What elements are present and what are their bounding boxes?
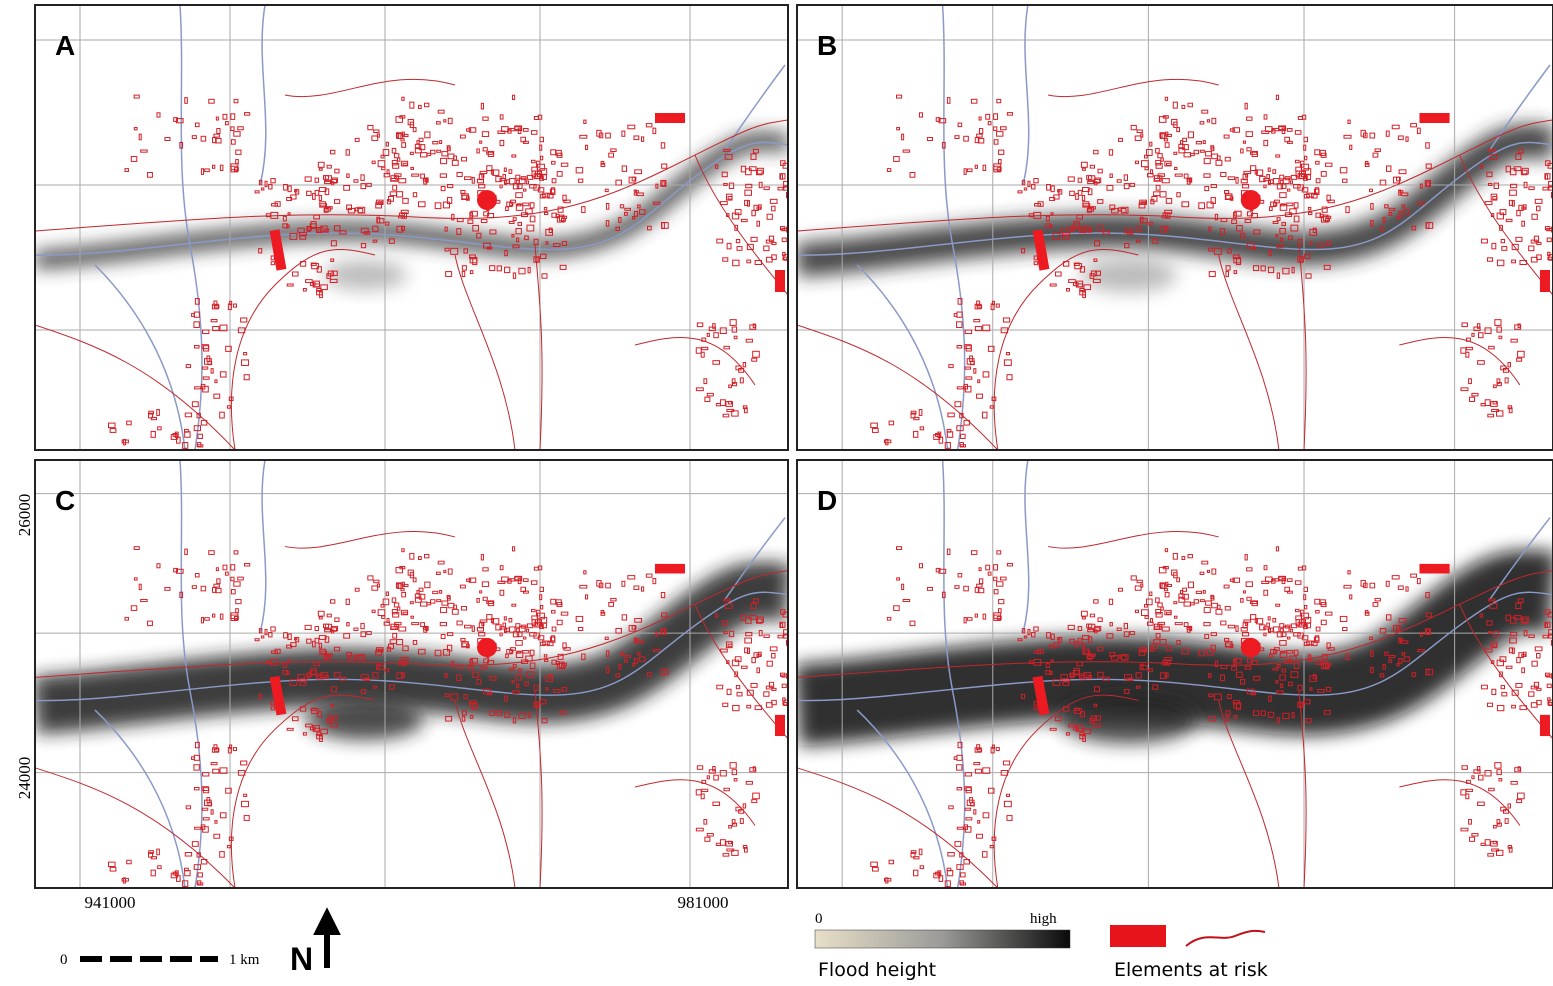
y-coordinate: 24000 xyxy=(15,757,34,800)
large-building xyxy=(1540,270,1550,292)
large-building xyxy=(655,113,685,123)
building xyxy=(791,689,793,691)
building xyxy=(791,243,793,246)
building xyxy=(794,247,796,251)
legend-high: high xyxy=(1030,911,1057,927)
town-centre xyxy=(1241,190,1261,210)
large-building xyxy=(775,715,785,736)
building xyxy=(794,241,797,246)
risk-area-swatch xyxy=(1110,925,1166,947)
map-panel xyxy=(35,5,797,450)
large-building xyxy=(1419,564,1449,574)
figure: ABCD 941000 981000 26000 24000 0 1 km N … xyxy=(0,0,1553,986)
scale-end: 1 km xyxy=(229,952,260,968)
y-coordinate: 26000 xyxy=(15,494,34,537)
legend-risk-title: Elements at risk xyxy=(1114,959,1268,981)
town-centre xyxy=(477,638,497,657)
scale-start: 0 xyxy=(60,952,68,968)
town-centre xyxy=(1241,638,1261,657)
scale-bar: 0 1 km N xyxy=(60,914,336,977)
legend-flood-title: Flood height xyxy=(818,959,936,981)
map-panels: A B C D xyxy=(35,5,1553,888)
flood-gradient xyxy=(815,930,1070,948)
risk-line-swatch xyxy=(1186,931,1265,946)
large-building xyxy=(655,564,685,574)
panel-label: C xyxy=(55,485,75,516)
panel-label: A xyxy=(55,30,75,61)
large-building xyxy=(1419,113,1449,123)
large-building xyxy=(775,270,785,292)
x-coordinate: 941000 xyxy=(85,893,136,912)
legend: 0 high Flood height Elements at risk xyxy=(815,911,1268,981)
panel-label: B xyxy=(817,30,837,61)
legend-low: 0 xyxy=(815,911,823,927)
town-centre xyxy=(477,190,497,210)
map-panel xyxy=(797,5,1553,450)
x-coordinate: 981000 xyxy=(678,893,729,912)
building xyxy=(794,687,797,691)
north-label: N xyxy=(290,941,313,977)
panel-label: D xyxy=(817,485,837,516)
building xyxy=(794,693,796,697)
map-panel xyxy=(797,460,1553,888)
north-arrow xyxy=(318,914,336,968)
large-building xyxy=(1540,715,1550,736)
map-panel xyxy=(35,460,797,888)
